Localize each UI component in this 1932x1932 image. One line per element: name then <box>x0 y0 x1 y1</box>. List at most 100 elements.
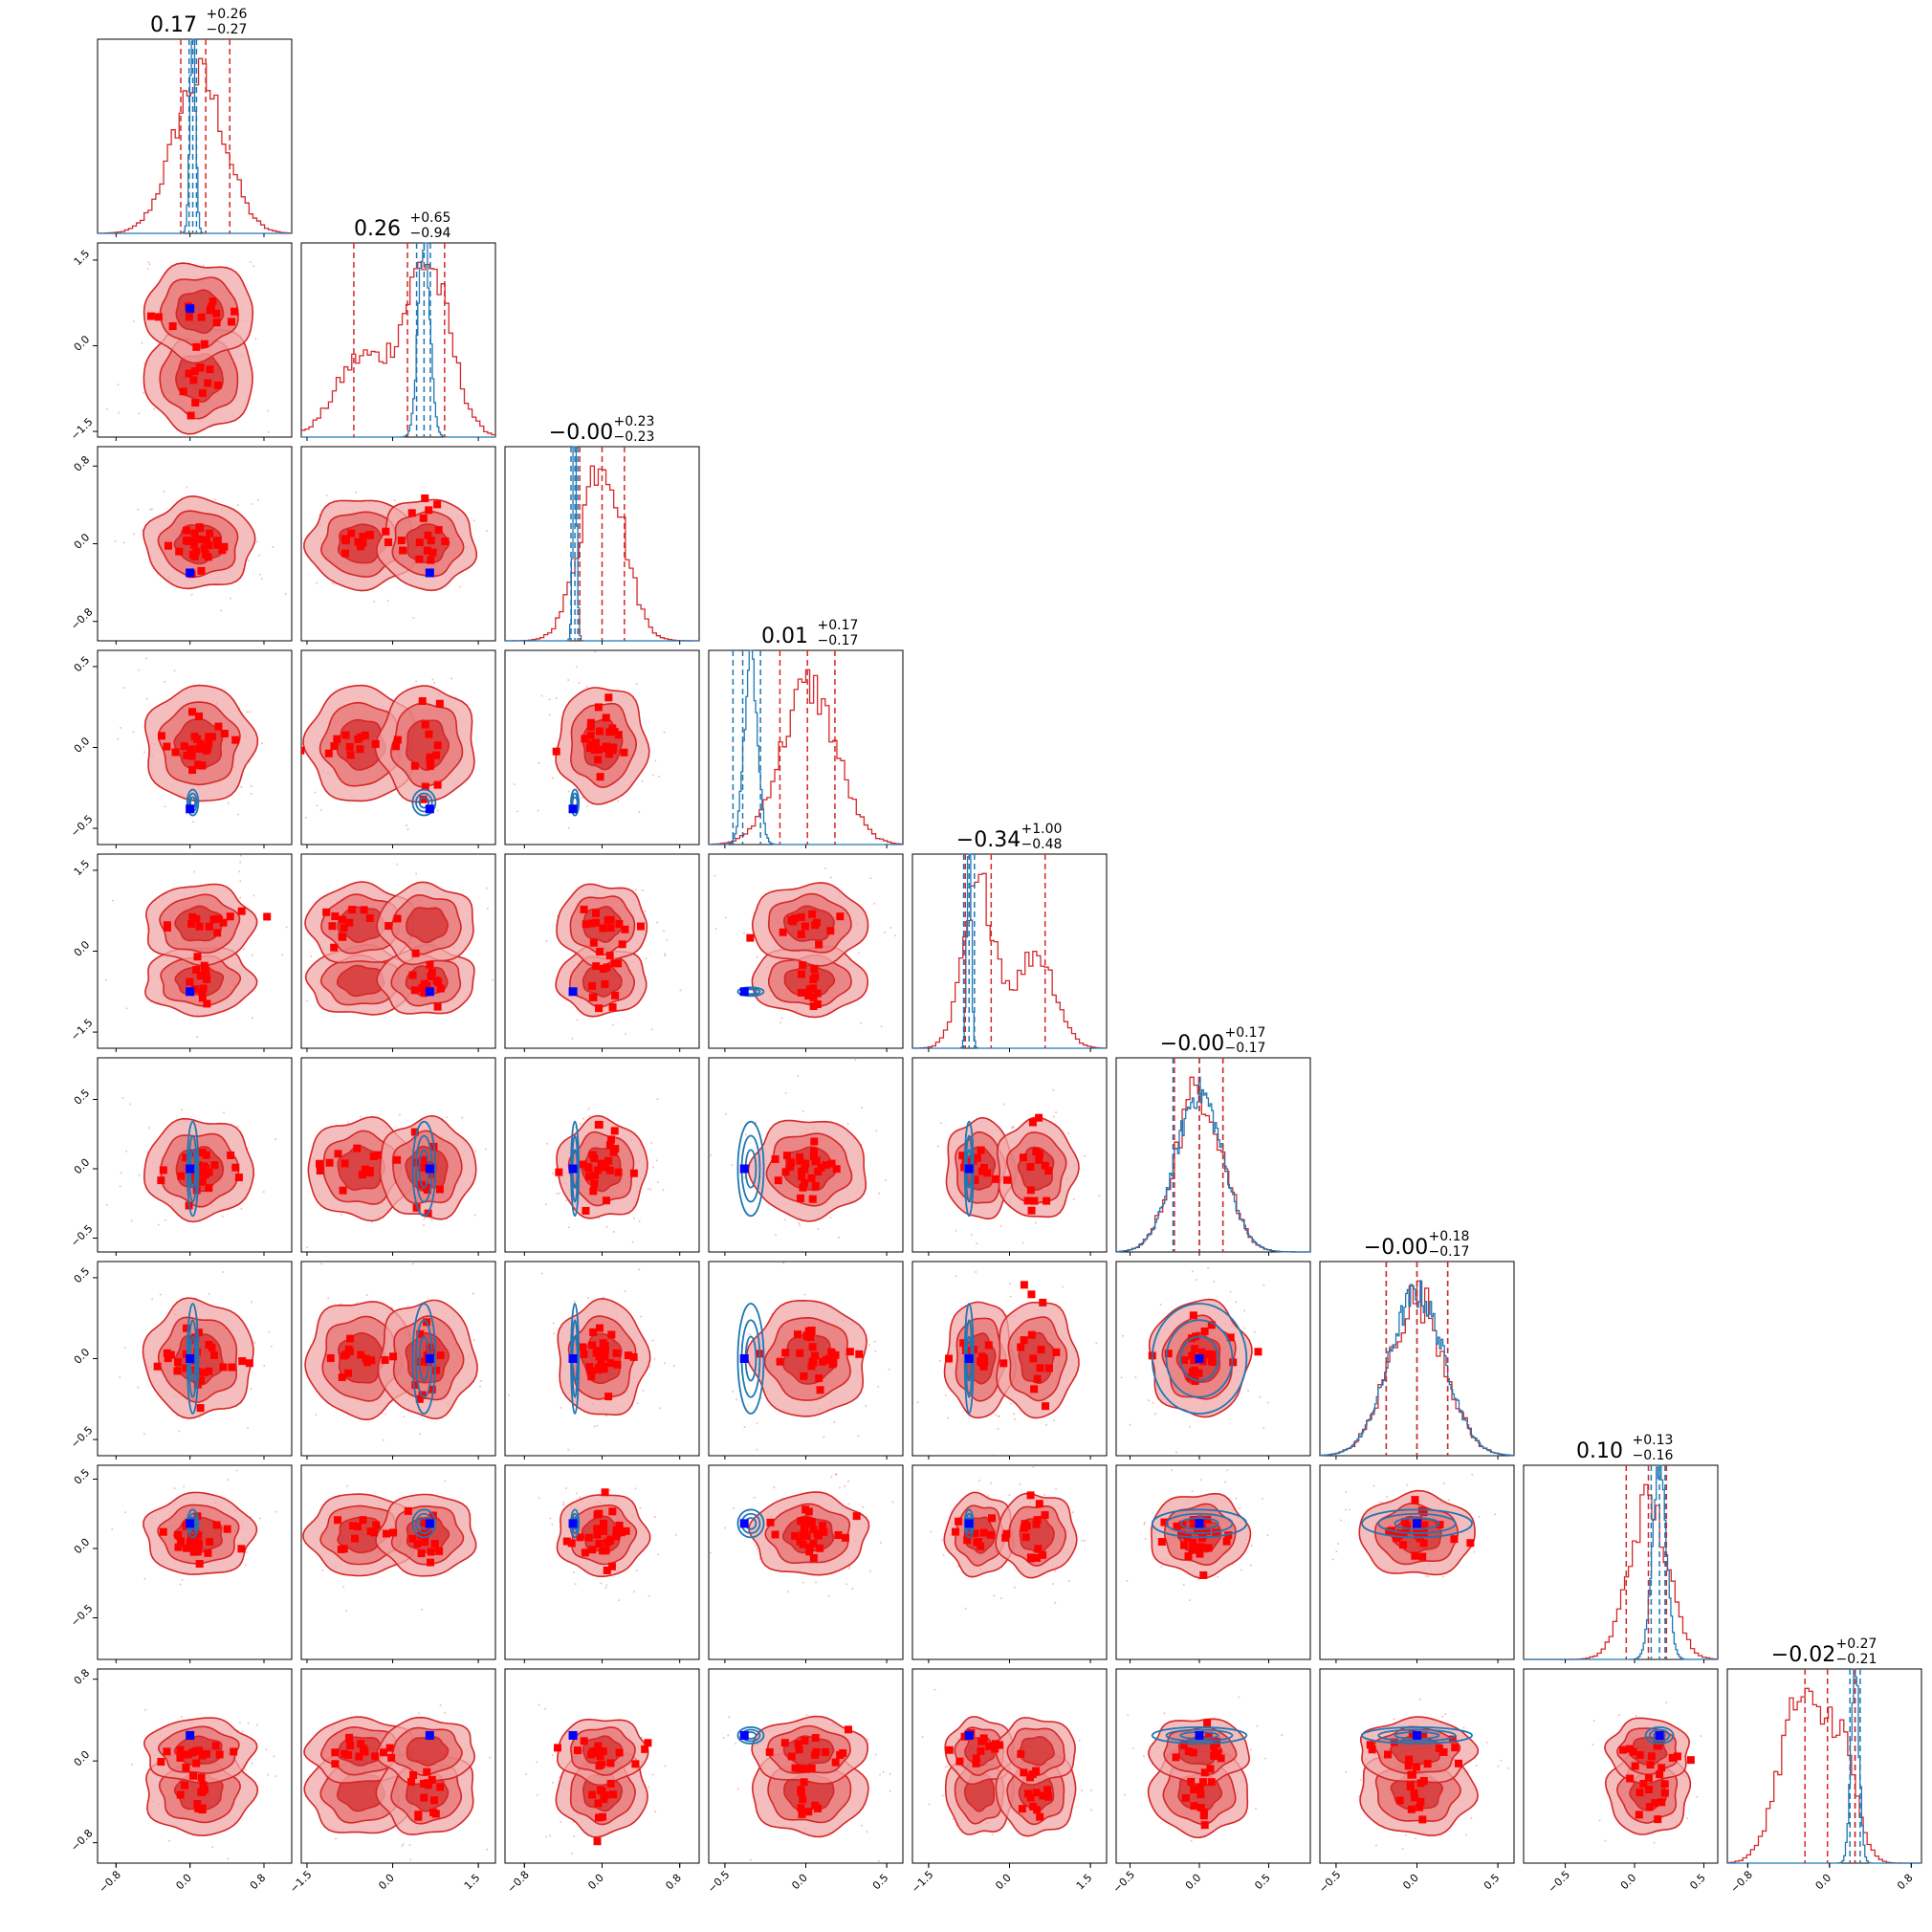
sample-point <box>617 800 620 802</box>
sample-point <box>978 1479 981 1482</box>
posterior-marker <box>576 1533 584 1542</box>
posterior-marker <box>428 1385 436 1394</box>
posterior-marker <box>415 1394 424 1403</box>
sample-point <box>1084 1539 1087 1542</box>
sample-point <box>933 1688 936 1691</box>
sample-point <box>575 1492 578 1495</box>
posterior-marker <box>599 965 607 974</box>
posterior-marker <box>991 1745 999 1753</box>
posterior-marker <box>813 989 822 998</box>
posterior-marker <box>1027 1206 1036 1215</box>
posterior-marker <box>365 913 374 922</box>
posterior-marker <box>602 742 610 751</box>
posterior-marker <box>435 699 444 708</box>
posterior-marker <box>387 1753 396 1762</box>
posterior-marker <box>200 340 209 348</box>
posterior-marker <box>424 531 432 539</box>
posterior-marker <box>1656 1770 1664 1779</box>
sample-point <box>722 1736 725 1739</box>
posterior-marker <box>414 1812 423 1821</box>
truth-marker <box>425 987 434 997</box>
sample-point <box>636 1402 639 1405</box>
posterior-marker <box>1402 1522 1411 1530</box>
sample-point <box>105 1203 108 1206</box>
scatter-panel-9-4 <box>708 1668 904 1864</box>
posterior-marker <box>197 566 206 575</box>
sample-point <box>1055 1110 1058 1113</box>
posterior-marker <box>609 743 618 752</box>
posterior-marker <box>959 1339 968 1348</box>
posterior-marker <box>209 915 218 924</box>
sample-point <box>296 741 298 743</box>
sample-point <box>1500 1759 1503 1762</box>
sample-point <box>430 1218 433 1221</box>
sample-point <box>132 320 135 323</box>
sample-point <box>549 1834 552 1837</box>
posterior-marker <box>600 1341 608 1350</box>
truth-marker <box>1413 1519 1421 1528</box>
sample-point <box>862 1505 865 1508</box>
sample-point <box>724 916 727 919</box>
posterior-marker <box>831 1350 840 1359</box>
posterior-marker <box>1196 1783 1204 1791</box>
sample-point <box>847 1503 850 1505</box>
scatter-panel-9-7 <box>1319 1668 1515 1864</box>
sample-point <box>516 810 519 813</box>
posterior-marker <box>579 1160 587 1169</box>
posterior-marker <box>598 1787 606 1795</box>
sample-point <box>993 1454 996 1456</box>
sample-point <box>1013 1413 1016 1416</box>
posterior-marker <box>365 1167 374 1175</box>
posterior-marker <box>801 922 809 931</box>
sample-point <box>605 643 607 645</box>
posterior-marker <box>157 1757 165 1766</box>
posterior-marker <box>192 342 201 351</box>
sample-point <box>714 874 716 877</box>
sample-point <box>412 617 415 620</box>
posterior-marker <box>819 1357 827 1366</box>
truth-marker <box>186 568 195 578</box>
posterior-marker <box>810 1137 819 1146</box>
sample-point <box>1021 1241 1024 1244</box>
sample-point <box>132 731 135 734</box>
sample-point <box>252 265 255 268</box>
sample-point <box>252 894 255 897</box>
posterior-marker <box>432 751 441 759</box>
sample-point <box>193 870 196 873</box>
posterior-marker <box>421 720 429 729</box>
posterior-marker <box>1020 1768 1028 1777</box>
scatter-panel-6-1 <box>97 1057 293 1253</box>
posterior-marker <box>367 1356 376 1365</box>
posterior-marker <box>371 739 380 748</box>
scatter-panel-8-5 <box>911 1464 1108 1660</box>
panel-content <box>301 491 488 620</box>
reference-histogram <box>98 38 292 234</box>
posterior-marker <box>1018 1805 1026 1813</box>
posterior-marker <box>183 751 191 759</box>
posterior-marker <box>820 1527 828 1536</box>
posterior-marker <box>612 1532 621 1541</box>
scatter-panel-8-1 <box>97 1464 293 1660</box>
sample-point <box>433 681 436 684</box>
sample-point <box>743 1425 746 1428</box>
posterior-marker <box>1416 1779 1425 1788</box>
posterior-marker <box>621 925 629 933</box>
reference-histogram <box>709 649 903 845</box>
sample-point <box>315 582 318 584</box>
posterior-marker <box>203 999 211 1008</box>
panel-content <box>709 1473 894 1597</box>
sample-point <box>408 1844 411 1847</box>
posterior-marker <box>1423 1760 1432 1768</box>
posterior-marker <box>811 1734 820 1743</box>
posterior-marker <box>799 1540 807 1548</box>
posterior-marker <box>338 915 346 924</box>
panel-content <box>131 1708 277 1860</box>
reference-histogram <box>1727 1668 1921 1864</box>
posterior-marker <box>794 1740 802 1748</box>
posterior-marker <box>417 1357 426 1366</box>
x-tick-label: −1.5 <box>287 1868 314 1895</box>
sample-point <box>267 1773 270 1776</box>
sample-point <box>1207 1266 1210 1269</box>
posterior-marker <box>413 1540 422 1548</box>
sample-point <box>867 1738 869 1741</box>
